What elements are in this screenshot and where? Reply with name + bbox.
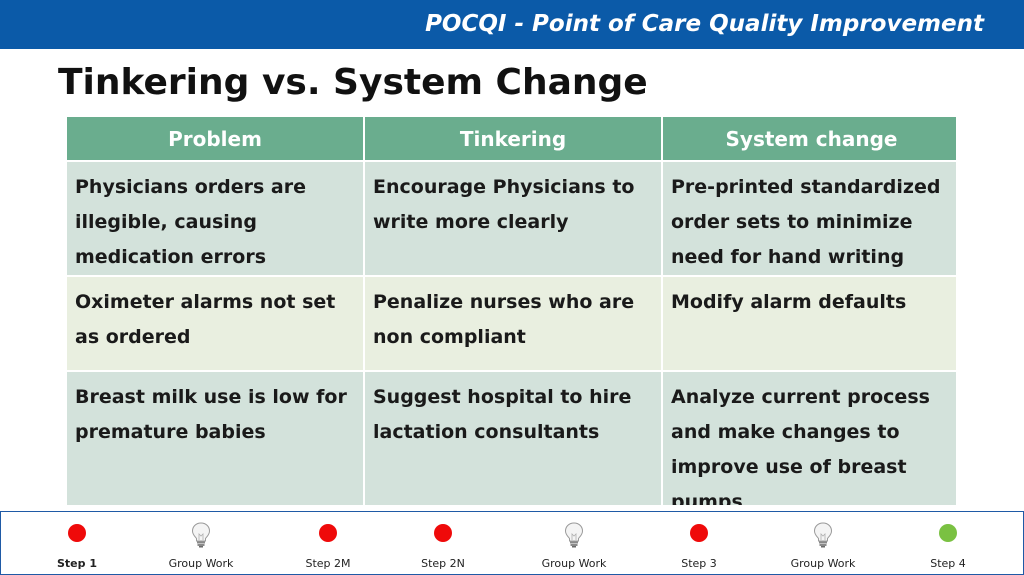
cell-text: Breast milk use is low for premature bab… (75, 386, 347, 443)
table-header-row: Problem Tinkering System change (67, 117, 956, 160)
comparison-table: Problem Tinkering System change Physicia… (67, 117, 956, 505)
red-dot-icon (319, 524, 337, 542)
step-label: Group Work (168, 557, 234, 570)
step-navigation: Step 1 Group Work Step 2M Step 2N Group … (0, 511, 1024, 575)
step-label: Step 2N (421, 557, 465, 570)
step-label: Step 2M (305, 557, 351, 570)
table-cell: Modify alarm defaults (663, 277, 956, 370)
column-header-tinkering: Tinkering (365, 117, 661, 160)
cell-text: Penalize nurses who are non compliant (373, 291, 635, 348)
step-label: Step 1 (57, 557, 97, 570)
red-dot-icon (434, 524, 452, 542)
cell-text: Pre-printed standardized order sets to m… (671, 176, 941, 268)
column-header-problem: Problem (67, 117, 363, 160)
cell-text: Physicians orders are illegible, causing… (75, 176, 306, 268)
lightbulb-icon (564, 522, 584, 548)
table-cell: Pre-printed standardized order sets to m… (663, 162, 956, 275)
table-cell: Breast milk use is low for premature bab… (67, 372, 363, 505)
table-row: Oximeter alarms not set as ordered Penal… (67, 277, 956, 370)
column-header-system-change: System change (663, 117, 956, 160)
nav-group-work-1[interactable]: Group Work (146, 512, 256, 574)
cell-text: Modify alarm defaults (671, 291, 907, 313)
table-cell: Oximeter alarms not set as ordered (67, 277, 363, 370)
red-dot-icon (68, 524, 86, 542)
nav-step-1[interactable]: Step 1 (22, 512, 132, 574)
step-label: Group Work (790, 557, 856, 570)
nav-step-4[interactable]: Step 4 (893, 512, 1003, 574)
header-bar: POCQI - Point of Care Quality Improvemen… (0, 0, 1024, 49)
table-cell: Penalize nurses who are non compliant (365, 277, 661, 370)
step-label: Group Work (541, 557, 607, 570)
table-cell: Analyze current process and make changes… (663, 372, 956, 505)
table-row: Breast milk use is low for premature bab… (67, 372, 956, 505)
cell-text: Suggest hospital to hire lactation consu… (373, 386, 632, 443)
header-title: POCQI - Point of Care Quality Improvemen… (425, 11, 984, 37)
nav-step-3[interactable]: Step 3 (644, 512, 754, 574)
step-label: Step 3 (681, 557, 717, 570)
nav-step-2m[interactable]: Step 2M (273, 512, 383, 574)
step-label: Step 4 (930, 557, 966, 570)
table-cell: Suggest hospital to hire lactation consu… (365, 372, 661, 505)
nav-group-work-3[interactable]: Group Work (768, 512, 878, 574)
table-cell: Physicians orders are illegible, causing… (67, 162, 363, 275)
nav-step-2n[interactable]: Step 2N (388, 512, 498, 574)
page-title: Tinkering vs. System Change (58, 62, 648, 103)
table-row: Physicians orders are illegible, causing… (67, 162, 956, 275)
lightbulb-icon (191, 522, 211, 548)
red-dot-icon (690, 524, 708, 542)
cell-text: Oximeter alarms not set as ordered (75, 291, 336, 348)
lightbulb-icon (813, 522, 833, 548)
green-dot-icon (939, 524, 957, 542)
cell-text: Encourage Physicians to write more clear… (373, 176, 635, 233)
cell-text: Analyze current process and make changes… (671, 386, 930, 505)
table-cell: Encourage Physicians to write more clear… (365, 162, 661, 275)
nav-group-work-2[interactable]: Group Work (519, 512, 629, 574)
